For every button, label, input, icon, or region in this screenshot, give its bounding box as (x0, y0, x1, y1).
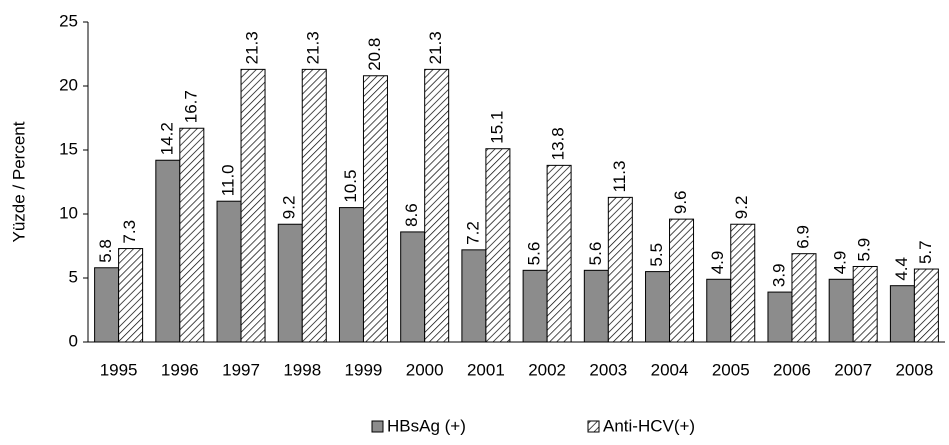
y-tick-label: 5 (69, 267, 78, 286)
y-tick-label: 25 (59, 11, 78, 30)
bar (424, 68, 450, 343)
value-label: 9.2 (280, 196, 299, 220)
x-tick-label: 2007 (834, 360, 872, 379)
value-label: 10.5 (341, 170, 360, 203)
x-tick-label: 1995 (100, 360, 138, 379)
x-tick-label: 2003 (589, 360, 627, 379)
value-label: 21.3 (304, 31, 323, 64)
bar (913, 268, 939, 343)
value-label: 9.6 (671, 190, 690, 214)
value-label: 7.2 (463, 221, 482, 245)
bar (362, 75, 388, 343)
value-label: 5.6 (525, 242, 544, 266)
bar (706, 278, 732, 343)
value-label: 5.7 (916, 240, 935, 264)
value-label: 11.3 (610, 161, 629, 193)
bar (828, 278, 854, 343)
bar (240, 68, 266, 343)
x-tick-label: 2002 (528, 360, 566, 379)
y-tick-label: 20 (59, 75, 78, 94)
y-axis-label: Yüzde / Percent (9, 121, 28, 242)
bar (645, 271, 671, 343)
value-label: 16.7 (181, 90, 200, 123)
bar (301, 68, 327, 343)
bar (155, 159, 181, 343)
bar (852, 265, 878, 343)
bar (485, 148, 511, 343)
legend-swatch (587, 420, 600, 433)
bar (583, 269, 609, 343)
value-label: 5.5 (647, 243, 666, 267)
value-label: 11.0 (219, 164, 238, 196)
bar (546, 164, 572, 343)
legend-swatch (371, 420, 384, 433)
y-tick-label: 10 (59, 203, 78, 222)
value-label: 7.3 (120, 220, 139, 244)
bar (118, 248, 144, 343)
x-tick-label: 1997 (222, 360, 260, 379)
x-tick-label: 2001 (467, 360, 505, 379)
bar (216, 200, 242, 343)
x-tick-label: 2004 (651, 360, 689, 379)
bar (730, 223, 756, 343)
y-tick-label: 0 (69, 331, 78, 350)
y-tick-label: 15 (59, 139, 78, 158)
bar (669, 218, 695, 343)
bar (338, 207, 364, 343)
value-label: 14.2 (157, 122, 176, 155)
bar (767, 291, 793, 343)
x-tick-label: 2005 (712, 360, 750, 379)
x-tick-label: 2006 (773, 360, 811, 379)
value-label: 5.9 (855, 238, 874, 262)
legend-label: Anti-HCV(+) (603, 416, 695, 435)
bar (889, 285, 915, 343)
value-label: 15.1 (487, 111, 506, 144)
value-label: 5.8 (96, 239, 115, 263)
x-tick-label: 1996 (161, 360, 199, 379)
x-tick-label: 2008 (895, 360, 933, 379)
bar (461, 249, 487, 343)
legend-label: HBsAg (+) (387, 416, 466, 435)
value-label: 21.3 (243, 31, 262, 64)
x-tick-label: 1998 (283, 360, 321, 379)
bar (522, 269, 548, 343)
value-label: 4.4 (892, 257, 911, 281)
value-label: 9.2 (732, 196, 751, 220)
bar (607, 196, 633, 343)
x-tick-label: 1999 (345, 360, 383, 379)
value-label: 21.3 (426, 31, 445, 64)
bar (400, 231, 426, 343)
value-label: 5.6 (586, 242, 605, 266)
value-label: 6.9 (793, 225, 812, 249)
value-label: 20.8 (365, 38, 384, 71)
bar (791, 253, 817, 343)
value-label: 4.9 (708, 251, 727, 275)
bar (179, 127, 205, 343)
value-label: 3.9 (769, 263, 788, 287)
value-label: 8.6 (402, 203, 421, 227)
bar (277, 223, 303, 343)
value-label: 13.8 (549, 127, 568, 160)
bar (94, 267, 120, 343)
value-label: 4.9 (831, 251, 850, 275)
x-tick-label: 2000 (406, 360, 444, 379)
